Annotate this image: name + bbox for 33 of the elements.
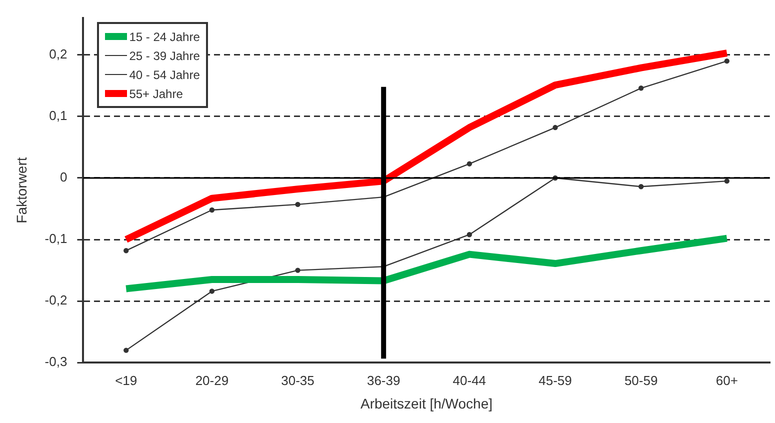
point [724, 58, 730, 64]
y-axis-title: Faktorwert [13, 157, 30, 224]
point [124, 348, 129, 353]
point [552, 124, 558, 130]
x-tick-label: 30-35 [281, 372, 314, 388]
y-tick-label: -0,1 [44, 231, 68, 246]
x-tick-label: <19 [115, 372, 138, 388]
point [124, 248, 129, 254]
y-tick-label: 0 [60, 170, 68, 185]
point [466, 232, 472, 238]
x-tick-label: 60+ [716, 372, 738, 388]
y-tick-label: 0,2 [49, 46, 68, 62]
y-tick-label: -0,2 [44, 292, 68, 308]
x-tick-label: 45-59 [538, 372, 572, 388]
y-tick-label: 0,1 [49, 108, 68, 124]
point [638, 86, 644, 91]
point [466, 161, 472, 166]
point [295, 268, 300, 273]
x-tick-label: 36-39 [366, 372, 400, 388]
point [209, 207, 215, 213]
point [638, 184, 644, 190]
legend-label: 55+ Jahre [129, 86, 183, 100]
legend-label: 25 - 39 Jahre [129, 48, 200, 62]
x-tick-label: 20-29 [195, 372, 229, 388]
x-tick-label: 50-59 [624, 372, 658, 388]
x-axis-title: Arbeitszeit [h/Woche] [360, 395, 493, 412]
point [724, 178, 730, 184]
y-tick-label: -0,3 [44, 354, 68, 370]
legend-label: 15 - 24 Jahre [129, 30, 200, 44]
point [295, 202, 300, 208]
point [209, 288, 215, 294]
x-tick-label: 40-44 [452, 372, 486, 388]
legend-label: 40 - 54 Jahre [129, 68, 200, 82]
